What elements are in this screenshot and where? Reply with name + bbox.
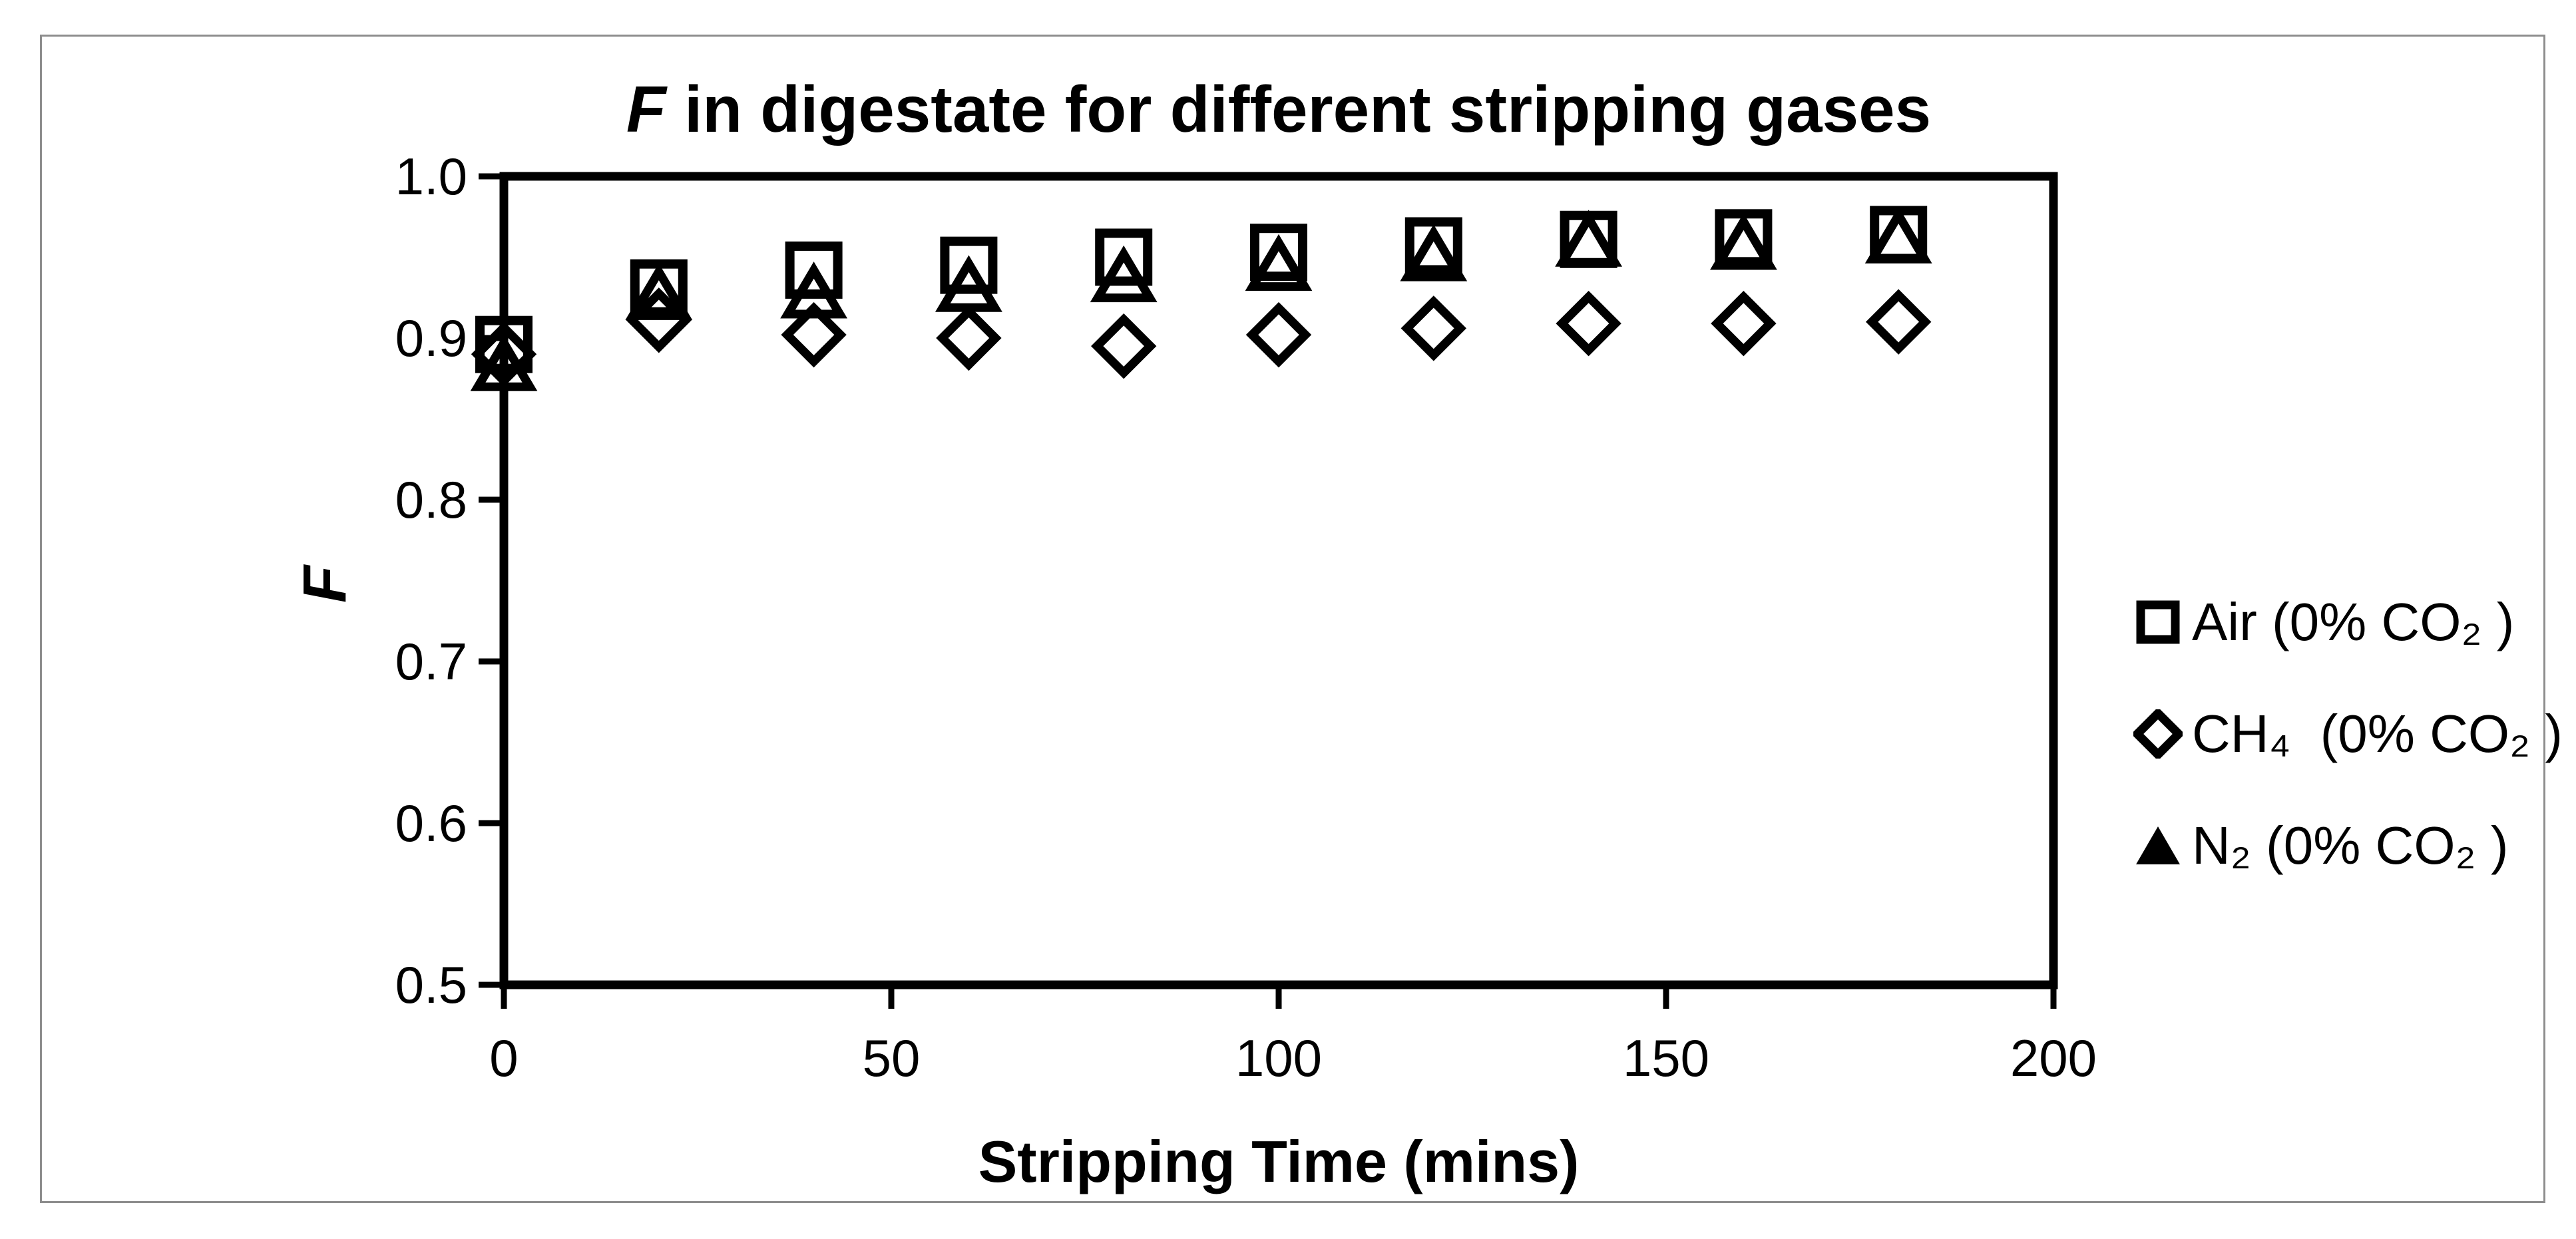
marker-triangle-n2-x60 — [935, 255, 1002, 312]
y-tick-label: 0.8 — [395, 470, 467, 529]
marker-diamond-ch4-x40 — [781, 301, 847, 368]
marker-square-air-x60 — [940, 236, 998, 294]
y-tick-label: 0.9 — [395, 309, 467, 367]
marker-triangle-n2-x120 — [1400, 224, 1468, 281]
legend-item-n2: N₂ (0% CO₂ ) — [2133, 816, 2563, 875]
plot-border — [499, 172, 2058, 989]
marker-triangle-n2-x0 — [470, 334, 538, 391]
y-axis-title: F — [290, 565, 359, 604]
marker-triangle-n2-x160 — [1710, 213, 1777, 270]
marker-triangle-n2-x20 — [625, 263, 693, 320]
y-tick-label: 0.7 — [395, 632, 467, 691]
legend-item-ch4: CH₄ (0% CO₂ ) — [2133, 704, 2563, 763]
marker-diamond-ch4-x120 — [1400, 295, 1466, 361]
x-tick-label: 200 — [2010, 1029, 2097, 1087]
x-tick-label: 150 — [1623, 1029, 1709, 1087]
marker-square-air-x0 — [475, 315, 533, 373]
marker-diamond-ch4-x0 — [471, 321, 537, 387]
marker-diamond-ch4-x100 — [1245, 301, 1312, 368]
marker-triangle-n2-x80 — [1090, 245, 1158, 303]
marker-triangle-n2-x100 — [1245, 234, 1313, 291]
y-tick-label: 0.6 — [395, 794, 467, 852]
marker-diamond-ch4-x180 — [1866, 289, 1932, 355]
marker-diamond-ch4-x60 — [936, 305, 1002, 371]
legend-item-air: Air (0% CO₂ ) — [2133, 592, 2563, 651]
legend-marker-diamond-icon — [2133, 709, 2183, 759]
chart-title: F in digestate for different stripping g… — [504, 72, 2053, 147]
marker-diamond-ch4-x160 — [1711, 290, 1777, 357]
marker-triangle-n2-x140 — [1555, 210, 1622, 267]
marker-triangle-n2-x180 — [1864, 206, 1932, 264]
marker-square-air-x40 — [785, 241, 843, 299]
legend-label-air: Air (0% CO₂ ) — [2192, 592, 2515, 651]
x-tick-label: 0 — [489, 1029, 518, 1087]
marker-square-air-x100 — [1250, 224, 1307, 281]
y-tick-label: 0.5 — [395, 956, 467, 1014]
legend-marker-square-icon — [2136, 600, 2180, 644]
marker-square-air-x80 — [1095, 228, 1153, 286]
y-tick-label: 1.0 — [395, 147, 467, 206]
marker-triangle-n2-x40 — [780, 262, 847, 319]
marker-square-air-x120 — [1404, 217, 1462, 275]
legend-label-n2: N₂ (0% CO₂ ) — [2192, 816, 2509, 875]
chart-title-italic-f: F — [626, 73, 666, 146]
x-tick-label: 50 — [863, 1029, 921, 1087]
x-tick-label: 100 — [1235, 1029, 1322, 1087]
legend: Air (0% CO₂ ) CH₄ (0% CO₂ ) N₂ (0% CO₂ ) — [2133, 592, 2563, 875]
marker-diamond-ch4-x80 — [1091, 313, 1157, 379]
legend-label-ch4: CH₄ (0% CO₂ ) — [2192, 704, 2563, 763]
marker-diamond-ch4-x140 — [1556, 290, 1621, 357]
chart-title-rest: in digestate for different stripping gas… — [666, 73, 1932, 146]
x-axis-title: Stripping Time (mins) — [978, 1129, 1580, 1194]
legend-marker-triangle-icon — [2136, 826, 2180, 864]
